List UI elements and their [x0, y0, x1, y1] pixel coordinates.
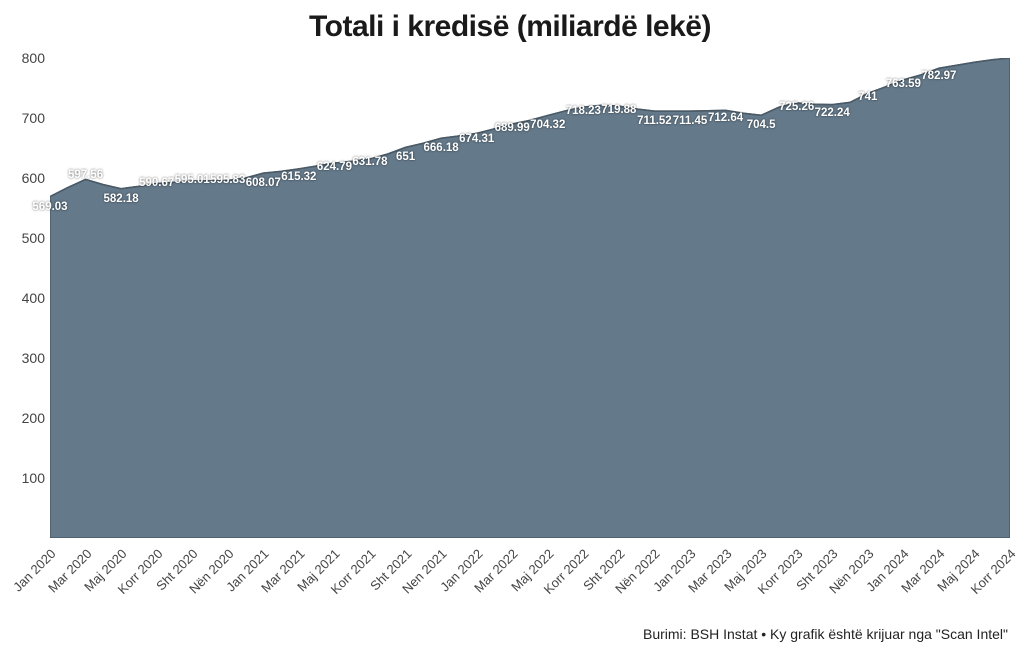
y-tick-label: 700 — [5, 110, 45, 126]
data-label: 711.45 — [673, 115, 708, 127]
chart-title: Totali i kredisë (miliardë lekë) — [0, 10, 1020, 44]
data-label: 763.59 — [886, 78, 921, 90]
data-label: 569.03 — [32, 201, 67, 213]
data-label: 590.67 — [139, 177, 174, 189]
data-label: 689.99 — [495, 122, 530, 134]
y-tick-label: 600 — [5, 170, 45, 186]
data-label: 711.52 — [637, 115, 672, 127]
data-label: 712.64 — [708, 112, 743, 124]
data-label: 597.56 — [68, 169, 103, 181]
data-label: 582.18 — [104, 193, 139, 205]
chart-container: Totali i kredisë (miliardë lekë) 100 200 3… — [0, 0, 1020, 650]
data-label: 718.23 — [566, 105, 601, 117]
y-tick-label: 100 — [5, 470, 45, 486]
y-tick-label: 400 — [5, 290, 45, 306]
data-label: 704.5 — [747, 119, 776, 131]
data-label: 595.83 — [210, 174, 245, 186]
data-label: 608.07 — [246, 177, 281, 189]
data-label: 631.78 — [352, 156, 387, 168]
data-label: 741 — [858, 91, 877, 103]
data-label: 704.32 — [530, 119, 565, 131]
y-tick-label: 800 — [5, 50, 45, 66]
data-label: 782.97 — [921, 70, 956, 82]
data-label: 595.01 — [175, 174, 210, 186]
y-tick-label: 500 — [5, 230, 45, 246]
source-text: Burimi: BSH Instat • Ky grafik është kri… — [643, 626, 1008, 642]
data-label: 722.24 — [815, 107, 850, 119]
data-label: 624.79 — [317, 161, 352, 173]
y-tick-label: 300 — [5, 350, 45, 366]
data-label: 725.26 — [779, 101, 814, 113]
data-label: 651 — [396, 151, 415, 163]
data-label: 674.31 — [459, 133, 494, 145]
data-label: 666.18 — [424, 142, 459, 154]
y-tick-label: 200 — [5, 410, 45, 426]
data-label: 719.88 — [601, 104, 636, 116]
data-label: 615.32 — [281, 171, 316, 183]
